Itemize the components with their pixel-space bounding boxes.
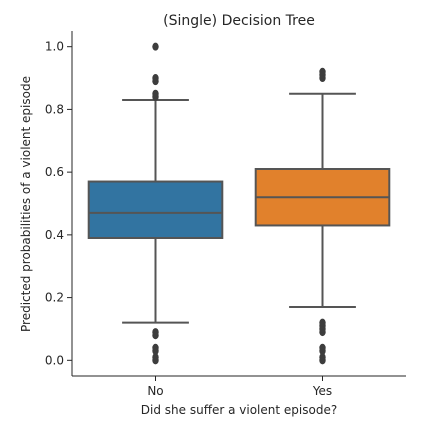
y-tick-label: 0.2 xyxy=(45,291,64,305)
x-axis-label: Did she suffer a violent episode? xyxy=(141,403,337,417)
chart-title: (Single) Decision Tree xyxy=(163,13,315,29)
outlier-point xyxy=(152,74,158,82)
y-axis-ticks: 0.0 0.2 0.4 0.6 0.8 1.0 xyxy=(45,40,72,368)
outlier-point xyxy=(319,319,325,327)
y-tick-label: 1.0 xyxy=(45,40,64,54)
x-axis-ticks: No Yes xyxy=(147,376,332,398)
y-tick-label: 0.4 xyxy=(45,228,64,242)
x-tick-label: Yes xyxy=(312,384,332,398)
x-tick-label: No xyxy=(147,384,163,398)
y-axis-label: Predicted probabilities of a violent epi… xyxy=(19,76,33,332)
interquartile-box xyxy=(89,182,223,238)
y-tick-label: 0.8 xyxy=(45,102,64,116)
outlier-point xyxy=(319,68,325,76)
y-tick-label: 0.6 xyxy=(45,165,64,179)
box-no xyxy=(89,43,223,365)
outlier-point xyxy=(152,90,158,98)
outlier-point xyxy=(152,344,158,352)
outlier-point xyxy=(319,344,325,352)
outlier-point xyxy=(152,43,158,51)
box-yes xyxy=(256,68,390,365)
outlier-point xyxy=(152,328,158,336)
plot-area xyxy=(89,43,390,365)
y-tick-label: 0.0 xyxy=(45,353,64,367)
